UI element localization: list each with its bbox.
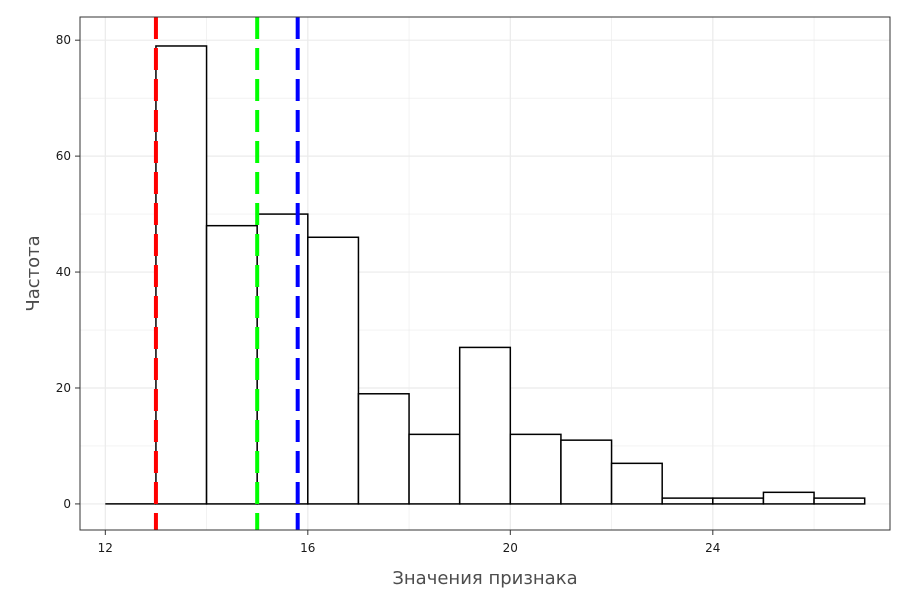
histogram-bars (105, 45, 866, 505)
histogram-bar (205, 224, 258, 505)
histogram-bar (560, 439, 613, 505)
x-tick-label: 20 (503, 541, 518, 555)
histogram-bar (357, 393, 410, 505)
histogram-bar (712, 497, 765, 505)
x-tick-label: 24 (705, 541, 720, 555)
y-tick-label: 20 (56, 381, 71, 395)
plot-panel-border (79, 16, 891, 531)
y-axis-title: Частота (23, 235, 44, 311)
reference-lines (153, 17, 300, 530)
histogram-bar (762, 491, 815, 505)
histogram-bar (661, 497, 714, 505)
y-tick-label: 40 (56, 265, 71, 279)
histogram-bar (610, 462, 663, 505)
histogram-bar (256, 213, 309, 505)
histogram-bar (155, 45, 208, 505)
histogram-bar (813, 497, 866, 505)
histogram-bar (509, 433, 562, 505)
x-axis-title: Значения признака (392, 568, 577, 589)
histogram-bar (408, 433, 461, 505)
histogram-bar (307, 236, 360, 505)
histogram-bar (458, 346, 512, 505)
x-tick-label: 12 (98, 541, 113, 555)
axes: 12 16 20 24 0 20 40 60 80 (56, 33, 721, 555)
y-tick-label: 60 (56, 149, 71, 163)
y-tick-label: 80 (56, 33, 71, 47)
y-tick-label: 0 (63, 497, 71, 511)
x-tick-label: 16 (300, 541, 315, 555)
